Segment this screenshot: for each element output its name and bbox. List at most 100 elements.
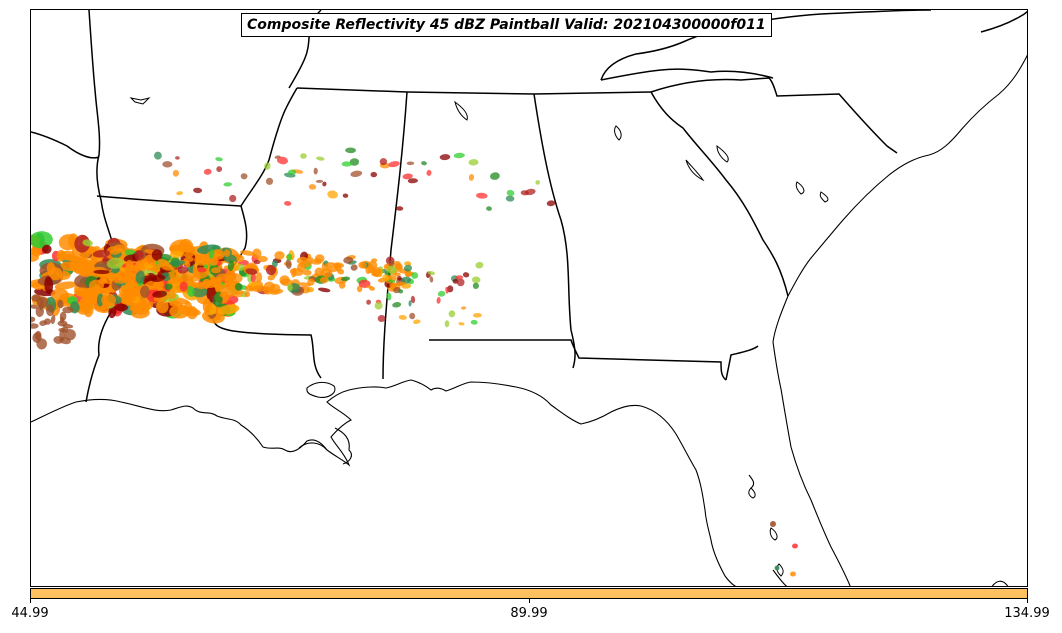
reflectivity-blob bbox=[257, 255, 268, 263]
reflectivity-blob bbox=[300, 153, 307, 159]
reflectivity-blob bbox=[202, 298, 211, 314]
reflectivity-blob bbox=[156, 299, 169, 314]
reflectivity-blob bbox=[157, 258, 168, 264]
reflectivity-blob bbox=[31, 231, 53, 249]
reflectivity-blob bbox=[429, 276, 434, 283]
reflectivity-blob bbox=[252, 248, 262, 259]
reflectivity-blob bbox=[395, 206, 404, 211]
reflectivity-blob bbox=[445, 286, 449, 294]
reflectivity-blob bbox=[108, 305, 117, 319]
reflectivity-blob bbox=[223, 182, 232, 187]
reflectivity-blob bbox=[183, 251, 194, 258]
reflectivity-blob bbox=[219, 291, 234, 298]
reflectivity-blob bbox=[388, 161, 400, 168]
reflectivity-blob bbox=[472, 282, 479, 289]
reflectivity-blob bbox=[413, 319, 421, 324]
reflectivity-blob bbox=[356, 285, 363, 293]
reflectivity-blob bbox=[98, 278, 108, 285]
reflectivity-blob bbox=[179, 281, 188, 292]
reflectivity-blob bbox=[265, 177, 274, 185]
reflectivity-blob bbox=[288, 169, 297, 175]
reflectivity-blob bbox=[313, 167, 318, 175]
reflectivity-blob bbox=[374, 301, 383, 310]
reflectivity-blob bbox=[58, 327, 67, 333]
reflectivity-paintball-layer bbox=[31, 147, 798, 577]
reflectivity-blob bbox=[286, 253, 293, 261]
reflectivity-blob bbox=[151, 249, 163, 261]
reflectivity-blob bbox=[215, 273, 231, 282]
reflectivity-blob bbox=[317, 287, 331, 293]
colorbar-label-min: 44.99 bbox=[11, 606, 49, 621]
reflectivity-blob bbox=[169, 250, 184, 259]
reflectivity-blob bbox=[461, 306, 467, 310]
reflectivity-blob bbox=[402, 173, 413, 180]
reflectivity-blob bbox=[227, 260, 235, 271]
reflectivity-blob bbox=[345, 147, 356, 154]
reflectivity-blob bbox=[169, 304, 191, 319]
reflectivity-blob bbox=[406, 161, 415, 166]
map-panel bbox=[30, 9, 1028, 587]
reflectivity-blob bbox=[453, 152, 465, 159]
reflectivity-blob bbox=[62, 306, 74, 314]
reflectivity-blob bbox=[58, 234, 78, 251]
reflectivity-blob bbox=[407, 178, 418, 184]
reflectivity-blob bbox=[134, 249, 144, 261]
reflectivity-blob bbox=[193, 187, 203, 194]
reflectivity-blob bbox=[315, 179, 324, 183]
reflectivity-blob bbox=[427, 271, 435, 276]
reflectivity-blob bbox=[410, 295, 416, 304]
reflectivity-blob bbox=[244, 291, 251, 298]
reflectivity-blob bbox=[43, 318, 52, 325]
reflectivity-blob bbox=[240, 250, 255, 256]
reflectivity-blob bbox=[31, 248, 38, 255]
reflectivity-blob bbox=[34, 330, 42, 341]
reflectivity-blob bbox=[338, 281, 346, 289]
reflectivity-blob bbox=[382, 274, 390, 282]
reflectivity-blob bbox=[129, 304, 149, 312]
reflectivity-blob bbox=[44, 276, 54, 295]
reflectivity-blob bbox=[31, 316, 36, 323]
reflectivity-blob bbox=[393, 260, 401, 267]
reflectivity-blob bbox=[287, 283, 293, 292]
reflectivity-blob bbox=[255, 272, 263, 283]
reflectivity-blob bbox=[342, 193, 349, 198]
reflectivity-blob bbox=[124, 264, 139, 277]
reflectivity-blob bbox=[398, 289, 404, 294]
reflectivity-blob bbox=[59, 311, 67, 321]
reflectivity-blob bbox=[397, 275, 402, 281]
reflectivity-blob bbox=[370, 258, 378, 263]
reflectivity-blob bbox=[486, 206, 492, 211]
reflectivity-blob bbox=[386, 292, 392, 301]
reflectivity-blob bbox=[271, 260, 278, 268]
reflectivity-blob bbox=[398, 314, 407, 320]
reflectivity-blob bbox=[36, 338, 48, 350]
colorbar-tick-mid bbox=[529, 599, 530, 603]
reflectivity-blob bbox=[350, 264, 358, 271]
reflectivity-blob bbox=[42, 244, 52, 254]
reflectivity-blob bbox=[476, 192, 488, 199]
reflectivity-blob bbox=[202, 282, 215, 289]
reflectivity-blob bbox=[223, 249, 231, 257]
reflectivity-blob bbox=[386, 265, 397, 274]
colorbar-label-mid: 89.99 bbox=[510, 606, 548, 621]
reflectivity-blob bbox=[276, 156, 289, 165]
reflectivity-blob bbox=[448, 310, 456, 318]
reflectivity-blob bbox=[234, 282, 243, 291]
reflectivity-blob bbox=[411, 272, 419, 279]
reflectivity-blob bbox=[244, 285, 253, 292]
reflectivity-blob bbox=[152, 290, 167, 298]
reflectivity-blob bbox=[490, 172, 500, 180]
reflectivity-blob bbox=[370, 266, 382, 276]
reflectivity-blob bbox=[227, 273, 243, 284]
reflectivity-blob bbox=[245, 268, 258, 275]
reflectivity-blob bbox=[505, 195, 515, 202]
reflectivity-blob bbox=[265, 264, 277, 276]
reflectivity-blob bbox=[444, 320, 450, 328]
reflectivity-blob bbox=[186, 285, 195, 297]
reflectivity-blob bbox=[59, 330, 65, 341]
reflectivity-blob bbox=[327, 190, 338, 199]
reflectivity-blob bbox=[456, 278, 465, 287]
reflectivity-blob bbox=[229, 194, 237, 203]
reflectivity-blob bbox=[285, 259, 292, 269]
reflectivity-blob bbox=[172, 169, 180, 177]
